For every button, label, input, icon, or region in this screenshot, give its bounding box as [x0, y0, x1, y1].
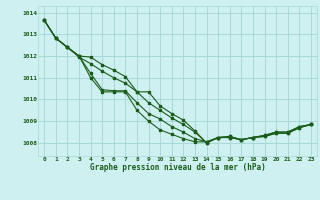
- X-axis label: Graphe pression niveau de la mer (hPa): Graphe pression niveau de la mer (hPa): [90, 163, 266, 172]
